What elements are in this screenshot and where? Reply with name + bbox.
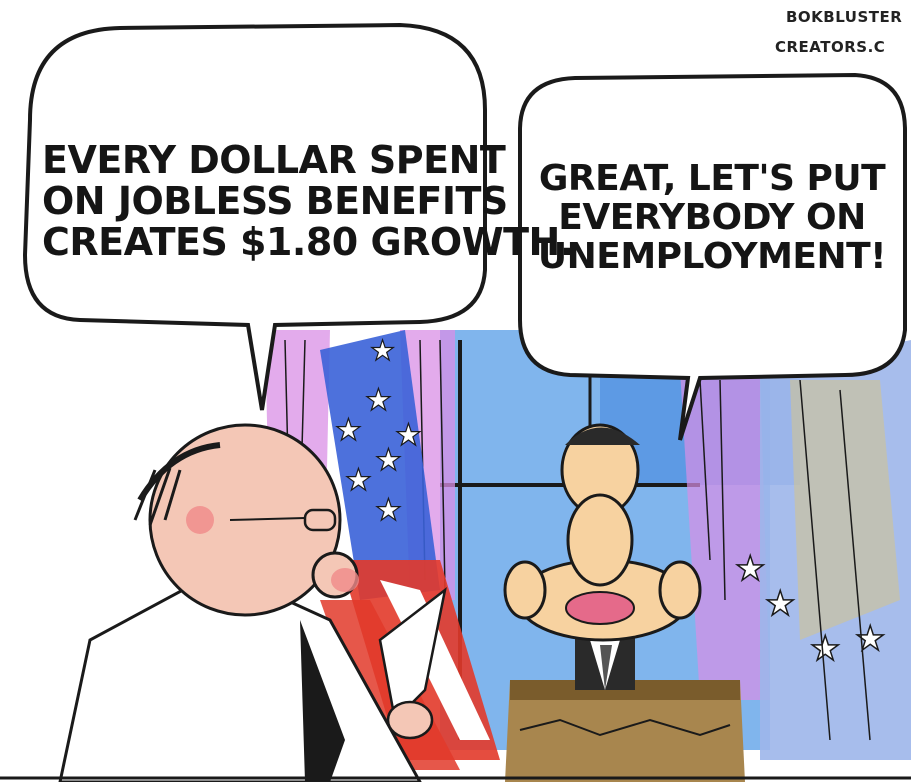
artist-credit: BOKBLUSTER [786, 8, 903, 26]
right-bubble-line-1: GREAT, LET'S PUT [538, 158, 886, 199]
right-speech-bubble [518, 72, 907, 441]
man-at-podium [503, 423, 702, 690]
flag-right: ★ ★ ★ ★ [734, 340, 911, 760]
right-bubble-text: GREAT, LET'S PUT EVERYBODY ON UNEMPLOYME… [532, 158, 892, 277]
podium [505, 680, 745, 782]
left-speech-bubble [22, 22, 487, 411]
svg-text:★: ★ [375, 493, 402, 528]
man-with-glasses [58, 423, 447, 782]
right-bubble-line-3: UNEMPLOYMENT! [537, 235, 887, 277]
svg-text:★: ★ [395, 418, 422, 453]
left-bubble-text: EVERY DOLLAR SPENT ON JOBLESS BENEFITS C… [42, 138, 574, 265]
syndicate-credit: CREATORS.C [775, 38, 886, 56]
svg-text:★: ★ [765, 584, 795, 624]
svg-text:★: ★ [345, 463, 372, 498]
svg-text:★: ★ [335, 413, 362, 448]
left-bubble-line-2: ON JOBLESS BENEFITS [42, 179, 508, 224]
svg-text:★: ★ [365, 383, 392, 418]
left-bubble-line-3: CREATES $1.80 GROWTH. [42, 220, 574, 265]
svg-text:★: ★ [370, 334, 395, 367]
curtain-right [680, 370, 770, 700]
left-bubble-line-1: EVERY DOLLAR SPENT [42, 138, 506, 182]
right-bubble-line-2: EVERYBODY ON [558, 196, 866, 238]
svg-text:★: ★ [810, 629, 840, 669]
svg-text:★: ★ [735, 549, 765, 589]
svg-text:★: ★ [375, 443, 402, 478]
